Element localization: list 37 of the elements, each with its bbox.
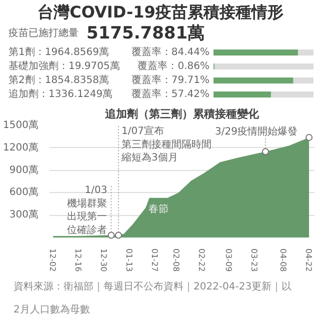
- point: [306, 134, 313, 141]
- chart-title: 台灣COVID-19疫苗累積接種情形: [38, 2, 284, 22]
- chart-title: 追加劑（第三劑）累積接種變化: [104, 108, 260, 120]
- text: 疫苗已施打總量: [8, 27, 78, 39]
- x-tick-label: 02-08: [172, 248, 181, 272]
- annotation: 1/07宣布第三劑接種間隔時間縮短為3個月: [120, 125, 212, 164]
- text: 資料來源：衛福部｜每週日不公布資料｜2022-04-23更新｜以2月人口數為母數: [14, 282, 292, 316]
- annotation: 1/03機場群聚出現第一位確診者: [67, 185, 108, 236]
- data-label: 覆蓋率：57.42%: [131, 88, 210, 100]
- x-tick-label: 12-02: [48, 248, 58, 272]
- x-tick-label: 02-22: [196, 248, 206, 272]
- data-label: 覆蓋率：79.71%: [131, 74, 210, 86]
- y-tick-label: 第1劑：1964.8569萬: [8, 46, 109, 58]
- y-tick-label: 600萬: [9, 186, 39, 198]
- y-tick-label: 1500萬: [3, 119, 39, 131]
- x-tick-label: 01-13: [124, 248, 134, 272]
- annotation: 春節: [148, 204, 168, 215]
- point: [108, 232, 115, 239]
- y-tick-label: 1200萬: [3, 141, 39, 154]
- point: [262, 148, 269, 156]
- text: 5175.7881萬: [86, 24, 205, 44]
- x-tick-label: 12-30: [98, 248, 108, 272]
- data-label: 覆蓋率：84.44%: [131, 46, 210, 58]
- x-tick-label: 12-16: [74, 248, 83, 272]
- x-tick-label: 03-23: [250, 248, 259, 272]
- x-tick-label: 04-22: [304, 248, 314, 272]
- y-tick-label: 追加劑：1336.1249萬: [8, 88, 113, 100]
- point: [114, 232, 122, 239]
- data-label: 覆蓋率：0.86%: [138, 60, 210, 72]
- y-tick-label: 900萬: [9, 164, 39, 176]
- x-tick-label: 03-09: [224, 248, 234, 272]
- y-tick-label: 300萬: [9, 208, 39, 221]
- y-tick-label: 第2劑：1854.8358萬: [8, 74, 109, 86]
- x-tick-label: 01-27: [150, 248, 159, 272]
- annotation: 3/29疫情開始爆發: [215, 125, 298, 138]
- y-tick-label: 基礎加強劑：19.9705萬: [8, 60, 120, 72]
- x-tick-label: 04-08: [278, 248, 288, 272]
